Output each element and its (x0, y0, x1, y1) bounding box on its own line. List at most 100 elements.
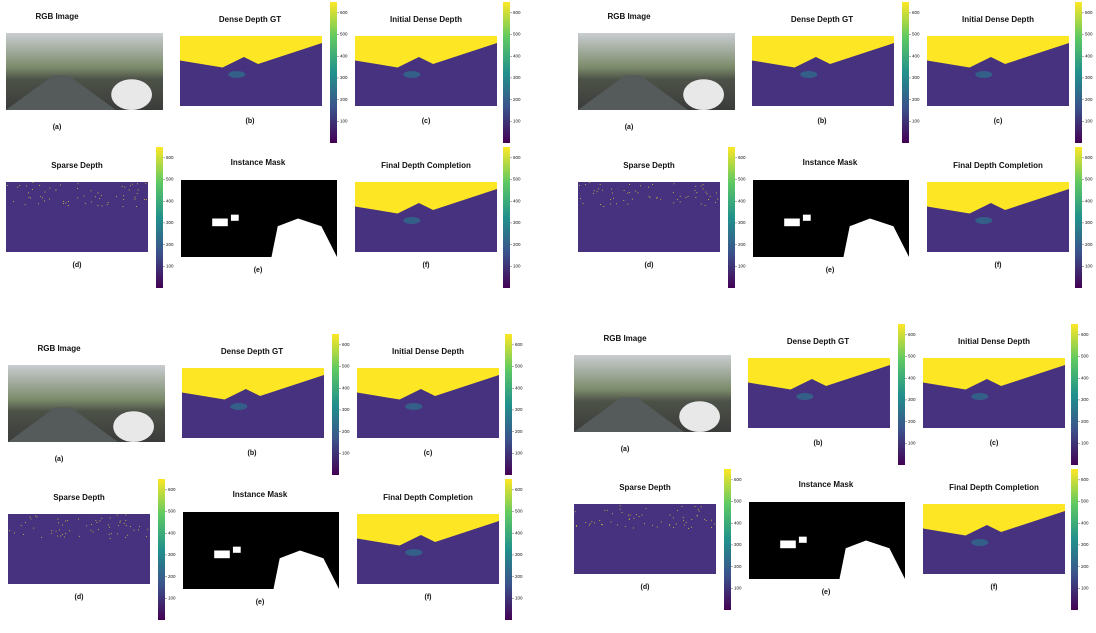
sparse-point (57, 535, 59, 537)
sparse-point (612, 513, 613, 515)
subplot-caption: (a) (621, 446, 630, 453)
sparse-point (125, 525, 127, 527)
sparse-point (94, 196, 96, 198)
sparse-point (65, 520, 66, 522)
sparse-point (684, 524, 686, 526)
sparse-point (132, 183, 133, 185)
colorbar-tick-label: 500 (515, 509, 523, 514)
mask-blob (271, 218, 337, 257)
subplot-caption: (d) (73, 262, 82, 269)
colorbar-tick-label: 200 (342, 429, 350, 434)
sparse-point (124, 186, 126, 188)
sparse-point (24, 204, 26, 206)
colorbar-tick-label: 200 (515, 574, 523, 579)
sparse-point (41, 536, 43, 538)
colorbar-tick-label: 100 (515, 450, 523, 455)
colorbar (505, 479, 512, 620)
sparse-point (17, 186, 19, 188)
sparse-point (656, 526, 658, 528)
subplot-caption: (d) (645, 262, 654, 269)
sparse-point (20, 525, 22, 526)
colorbar-tick-label: 600 (515, 487, 523, 492)
subplot: Sparse Depth (d) 100 200 300 400 500 600 (574, 469, 742, 610)
sparse-point (119, 520, 121, 522)
colorbar (332, 334, 339, 475)
sparse-point (687, 196, 689, 197)
colorbar-tick-label: 200 (1081, 564, 1089, 569)
sparse-point (7, 185, 8, 186)
subplot-title: Final Depth Completion (383, 493, 473, 502)
sparse-point (668, 524, 670, 526)
colorbar-tick-label: 100 (515, 595, 523, 600)
mask-blob (802, 214, 811, 221)
sky-region (355, 36, 497, 68)
sparse-point (122, 206, 124, 207)
colorbar-tick-label: 200 (1081, 419, 1089, 424)
subplot-title: RGB Image (603, 334, 647, 343)
depth-image (6, 182, 148, 252)
colorbar-tick-label: 200 (166, 242, 174, 247)
sparse-point (101, 205, 103, 207)
subplot-title: Dense Depth GT (791, 15, 853, 24)
sparse-point (700, 185, 702, 187)
sparse-point (62, 533, 63, 535)
sparse-point (648, 186, 649, 188)
colorbar-tick-label: 600 (1085, 155, 1093, 160)
colorbar-tick-label: 400 (734, 520, 742, 525)
colorbar-tick-label: 300 (342, 407, 350, 412)
colorbar-tick-label: 400 (1085, 198, 1093, 203)
subplot: RGB Image (a) (574, 334, 731, 453)
sparse-point (624, 526, 626, 527)
subplot-caption: (c) (422, 118, 431, 125)
colorbar-tick-label: 200 (168, 574, 176, 579)
sparse-point (145, 183, 147, 185)
sparse-point (48, 198, 50, 200)
sparse-point (55, 189, 57, 191)
colorbar-tick-label: 100 (1085, 118, 1093, 123)
sparse-point (9, 530, 10, 532)
depth-image (574, 504, 716, 574)
sparse-point (672, 192, 674, 194)
sparse-point (638, 516, 640, 517)
colorbar-tick-label: 200 (738, 242, 746, 247)
sparse-point (704, 205, 706, 207)
subplot: Dense Depth GT (b) 100 200 300 400 500 600 (182, 334, 350, 475)
subplot-title: Sparse Depth (51, 161, 103, 170)
road (578, 75, 688, 110)
sparse-point (36, 516, 38, 518)
colorbar-tick-label: 100 (1081, 440, 1089, 445)
sparse-point (30, 518, 32, 520)
sparse-point (673, 202, 675, 204)
sparse-point (706, 193, 708, 195)
sparse-point (77, 183, 79, 185)
sparse-point (109, 517, 111, 519)
subplot: Instance Mask (e) (181, 158, 337, 274)
subplot-caption: (e) (256, 599, 265, 606)
subplot: Dense Depth GT (b) 100 200 300 400 500 600 (180, 2, 348, 143)
sparse-point (673, 183, 675, 185)
subplot-caption: (b) (818, 118, 827, 125)
depth-image (8, 514, 150, 584)
sparse-point (589, 524, 590, 526)
colorbar-tick-label: 300 (912, 75, 920, 80)
sparse-point (133, 529, 135, 531)
sparse-point (639, 185, 641, 187)
sparse-point (591, 520, 593, 522)
sparse-point (688, 528, 690, 529)
colorbar-tick-label: 200 (1085, 97, 1093, 102)
sparse-point (629, 518, 630, 520)
sparse-point (139, 525, 140, 527)
mask-blob (232, 546, 241, 553)
sparse-point (599, 184, 601, 185)
sparse-point (123, 523, 125, 524)
near-region (975, 217, 993, 224)
colorbar (505, 334, 512, 475)
sparse-point (84, 202, 86, 204)
near-region (975, 71, 993, 78)
sparse-point (702, 184, 704, 185)
sky-region (927, 182, 1069, 214)
colorbar-tick-label: 100 (1085, 263, 1093, 268)
sky-region (182, 368, 324, 400)
sparse-point (50, 532, 52, 534)
sparse-point (145, 198, 147, 200)
